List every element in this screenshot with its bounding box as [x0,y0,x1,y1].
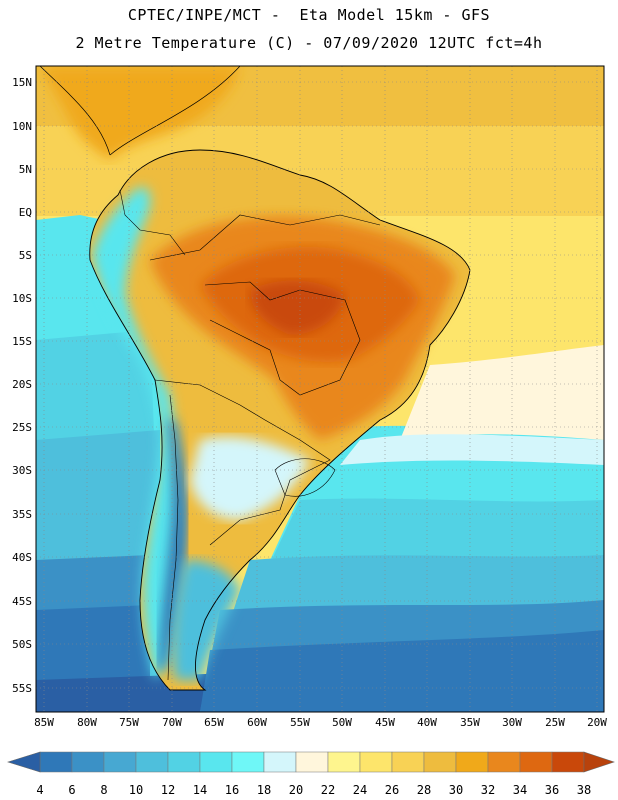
land-andes-cold [158,420,187,670]
lat-label: EQ [18,206,32,219]
country-border [154,379,331,546]
lon-label: 80W [77,716,97,729]
land-central-america [40,66,240,160]
colorbar-swatch [487,751,521,773]
coastline [39,66,241,156]
colorbar-swatch [551,751,585,773]
colorbar-swatch [231,751,265,773]
land-south-cool [190,436,310,520]
country-border [119,189,186,256]
colorbar-label: 34 [512,783,528,797]
colorbar-swatch [455,751,489,773]
colorbar-swatch [391,751,425,773]
colorbar-swatch [263,751,297,773]
colorbar-label: 20 [288,783,304,797]
lat-label: 10S [12,292,32,305]
colorbar-label: 12 [160,783,176,797]
colorbar-label: 28 [416,783,432,797]
lon-label: 20W [587,716,607,729]
lat-label: 45S [12,595,32,608]
lat-label: 30S [12,464,32,477]
colorbar-swatch [167,751,201,773]
colorbar-label: 10 [128,783,144,797]
colorbar-swatch [39,751,73,773]
colorbar-label: 38 [576,783,592,797]
ocean-band [400,345,604,440]
lat-label: 5S [18,249,32,262]
lat-label: 5N [18,163,32,176]
land-andes-cool [92,187,182,680]
colorbar-label: 32 [480,783,496,797]
title-line-1: CPTEC/INPE/MCT - Eta Model 15km - GFS [127,6,491,24]
colorbar-swatch [327,751,361,773]
colorbar-label: 14 [192,783,208,797]
colorbar-label: 24 [352,783,368,797]
lat-label: 20S [12,378,32,391]
colorbar-swatch [71,751,105,773]
lat-label: 35S [12,508,32,521]
lon-label: 35W [460,716,480,729]
colorbar-swatch [103,751,137,773]
country-border [274,458,336,497]
lat-label: 50S [12,638,32,651]
land-hottest [250,280,345,335]
colorbar-label: 4 [36,783,44,797]
lat-label: 25S [12,421,32,434]
colorbar [6,751,615,773]
lon-label: 40W [417,716,437,729]
lon-label: 25W [545,716,565,729]
title-line-2: 2 Metre Temperature (C) - 07/09/2020 12U… [75,34,543,52]
graticule [36,66,604,712]
colorbar-label: 22 [320,783,336,797]
lon-label: 50W [332,716,352,729]
colorbar-swatch [199,751,233,773]
country-border [149,214,381,261]
colorbar-swatch [359,751,393,773]
colorbar-label: 8 [100,783,108,797]
colorbar-label: 16 [224,783,240,797]
lon-label: 55W [290,716,310,729]
lon-label: 45W [375,716,395,729]
colorbar-label: 26 [384,783,400,797]
lon-label: 30W [502,716,522,729]
lat-label: 10N [12,120,32,133]
lon-label: 75W [119,716,139,729]
coastline [89,149,471,691]
colorbar-label: 6 [68,783,76,797]
lat-label: 55S [12,682,32,695]
ocean-band [340,434,604,465]
colorbar-left-arrow [6,751,41,773]
lon-label: 60W [247,716,267,729]
lon-label: 85W [34,716,54,729]
colorbar-swatch [423,751,457,773]
lat-label: 15S [12,335,32,348]
colorbar-swatch [295,751,329,773]
country-border [204,281,361,396]
map-frame [35,65,605,713]
lat-label: 15N [12,76,32,89]
country-border [167,394,179,681]
colorbar-label: 36 [544,783,560,797]
colorbar-label: 30 [448,783,464,797]
ocean-band [200,630,604,712]
lon-label: 70W [162,716,182,729]
lat-label: 40S [12,551,32,564]
colorbar-swatch [519,751,553,773]
colorbar-right-arrow [583,751,615,773]
colorbar-label: 18 [256,783,272,797]
lon-label: 65W [204,716,224,729]
colorbar-swatch [135,751,169,773]
